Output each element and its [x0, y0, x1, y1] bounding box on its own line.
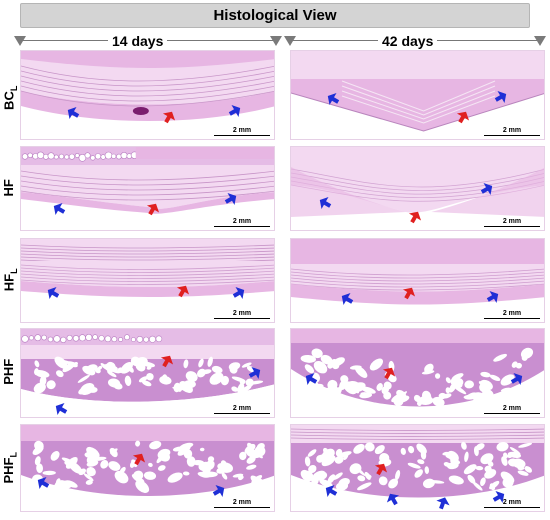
red-arrow-icon [160, 355, 174, 368]
row-label-hfl: HFL [1, 268, 19, 291]
scale-bar-label: 2 mm [502, 405, 522, 412]
blue-arrow-icon [47, 286, 60, 300]
scale-bar-line [214, 318, 270, 319]
blue-arrow-icon [319, 196, 332, 210]
blue-arrow-icon [327, 92, 340, 106]
histology-panel-hf-14-days: 2 mm [20, 146, 275, 231]
histology-panel-phf-42-days: 2 mm [290, 328, 545, 418]
red-arrow-icon [456, 111, 470, 124]
scale-bar-label: 2 mm [502, 218, 522, 225]
scale-bar: 2 mm [484, 499, 540, 508]
blue-arrow-icon [37, 476, 50, 490]
blue-arrow-icon [341, 292, 354, 306]
histological-view-header: Histological View [20, 3, 530, 28]
histology-panel-phfl-42-days: 2 mm [290, 424, 545, 512]
scale-bar: 2 mm [214, 218, 270, 227]
scale-bar-label: 2 mm [232, 218, 252, 225]
blue-arrow-icon [305, 372, 318, 386]
row-label-phf: PHF [1, 359, 17, 385]
row-label-hf: HF [1, 178, 17, 197]
scale-bar: 2 mm [214, 127, 270, 136]
scale-bar-line [214, 413, 270, 414]
column-title-14-days: 14 days [108, 33, 168, 49]
scale-bar: 2 mm [484, 310, 540, 319]
scale-bar-line [484, 413, 540, 414]
histology-panel-phf-14-days: 2 mm [20, 328, 275, 418]
scale-bar-label: 2 mm [232, 405, 252, 412]
histology-panel-bcl-14-days: 2 mm [20, 50, 275, 140]
red-arrow-icon [146, 203, 160, 216]
scale-bar-line [214, 135, 270, 136]
scale-bar-label: 2 mm [502, 499, 522, 506]
histology-panel-bcl-42-days: 2 mm [290, 50, 545, 140]
scale-bar: 2 mm [484, 218, 540, 227]
scale-bar-label: 2 mm [232, 310, 252, 317]
scale-bar: 2 mm [484, 127, 540, 136]
column-title-42-days: 42 days [378, 33, 438, 49]
blue-arrow-icon [248, 366, 261, 380]
header-title: Histological View [213, 7, 337, 24]
blue-arrow-icon [486, 290, 499, 304]
blue-arrow-icon [492, 490, 505, 504]
red-arrow-icon [132, 453, 146, 466]
blue-arrow-icon [325, 484, 338, 498]
scale-bar-label: 2 mm [502, 127, 522, 134]
scale-bar-line [214, 226, 270, 227]
scale-bar: 2 mm [214, 310, 270, 319]
scale-bar: 2 mm [214, 499, 270, 508]
row-label-bcl: BCL [1, 85, 19, 110]
scale-bar-label: 2 mm [232, 127, 252, 134]
blue-arrow-icon [436, 497, 450, 510]
blue-arrow-icon [55, 402, 68, 416]
scale-bar-line [484, 226, 540, 227]
scale-bar-line [484, 507, 540, 508]
histology-panel-phfl-14-days: 2 mm [20, 424, 275, 512]
blue-arrow-icon [224, 192, 237, 206]
blue-arrow-icon [510, 372, 523, 386]
scale-bar-line [484, 318, 540, 319]
red-arrow-icon [162, 111, 176, 124]
scale-bar-label: 2 mm [502, 310, 522, 317]
blue-arrow-icon [53, 202, 66, 216]
histology-panel-hfl-42-days: 2 mm [290, 238, 545, 323]
red-arrow-icon [408, 211, 422, 224]
blue-arrow-icon [212, 484, 225, 498]
histology-panel-hf-42-days: 2 mm [290, 146, 545, 231]
red-arrow-icon [402, 287, 416, 300]
scale-bar: 2 mm [214, 405, 270, 414]
blue-arrow-icon [232, 286, 245, 300]
red-arrow-icon [382, 367, 396, 380]
scale-bar: 2 mm [484, 405, 540, 414]
blue-arrow-icon [480, 182, 493, 196]
row-label-phfl: PHFL [1, 452, 19, 484]
scale-bar-line [214, 507, 270, 508]
scale-bar-line [484, 135, 540, 136]
scale-bar-label: 2 mm [232, 499, 252, 506]
blue-arrow-icon [386, 493, 400, 506]
red-arrow-icon [374, 463, 388, 476]
blue-arrow-icon [67, 106, 80, 120]
blue-arrow-icon [228, 104, 241, 118]
red-arrow-icon [176, 285, 190, 298]
blue-arrow-icon [494, 90, 507, 104]
histology-panel-hfl-14-days: 2 mm [20, 238, 275, 323]
